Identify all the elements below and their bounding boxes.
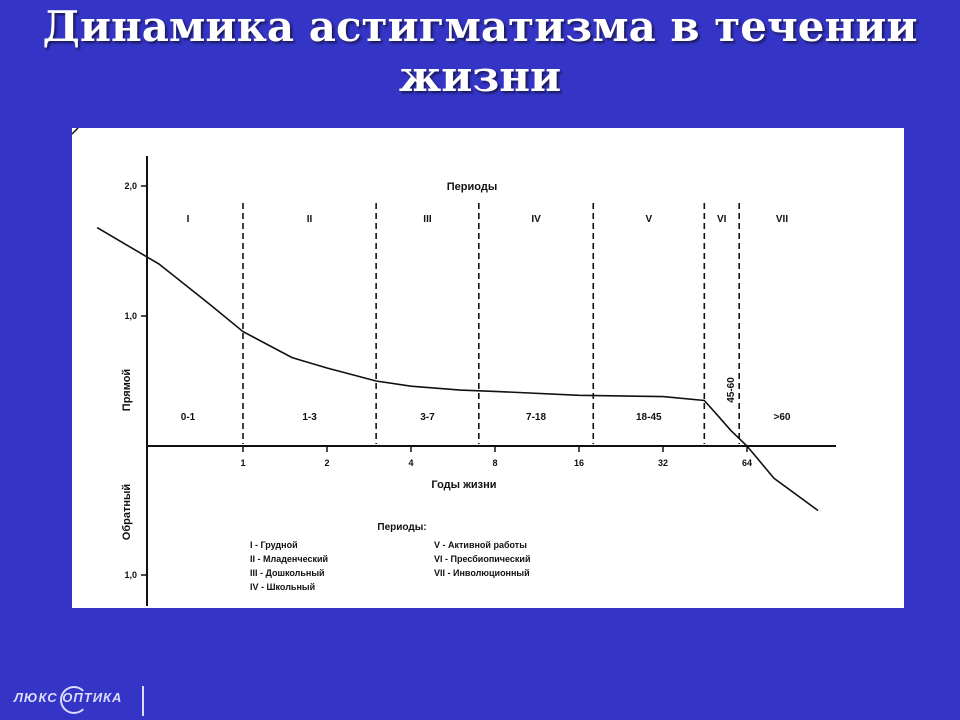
- period-numeral: V: [645, 214, 652, 225]
- logo-circle-icon: [60, 686, 88, 714]
- period-age-range: 0-1: [181, 412, 196, 423]
- x-tick-label: 32: [658, 458, 668, 468]
- legend-heading: Периоды:: [377, 522, 426, 533]
- x-tick-label: 4: [408, 458, 413, 468]
- x-tick-label: 8: [492, 458, 497, 468]
- legend-item: III - Дошкольный: [250, 568, 325, 578]
- logo-divider: [142, 686, 144, 716]
- period-numeral: III: [423, 214, 432, 225]
- slide-title-line-1: Динамика астигматизма в течении: [42, 2, 918, 51]
- y-axis-label-negative: Обратный: [121, 484, 133, 540]
- y-tick-label: 1,0: [124, 570, 137, 580]
- period-numeral: II: [307, 214, 313, 225]
- period-age-range: 18-45: [636, 412, 662, 423]
- period-age-range: 7-18: [526, 412, 546, 423]
- legend-item: II - Младенческий: [250, 554, 328, 564]
- legend-item: VI - Пресбиопический: [434, 554, 531, 564]
- period-age-range: >60: [774, 412, 791, 423]
- periods-header: Периоды: [447, 181, 497, 193]
- slide-title: Динамика астигматизма в течении жизни: [0, 2, 960, 102]
- slide-title-line-2: жизни: [398, 52, 562, 101]
- period-age-range: 3-7: [420, 412, 435, 423]
- x-axis-label: Годы жизни: [431, 479, 496, 491]
- y-tick-label: 1,0: [124, 311, 137, 321]
- period-numeral: IV: [531, 214, 541, 225]
- x-tick-label: 64: [742, 458, 752, 468]
- x-tick-label: 1: [240, 458, 245, 468]
- period-age-range: 1-3: [302, 412, 317, 423]
- legend-item: VII - Инволюционный: [434, 568, 530, 578]
- x-tick-label: 16: [574, 458, 584, 468]
- y-axis-label-positive: Прямой: [121, 369, 133, 411]
- period-age-range-rotated: 45-60: [726, 377, 737, 403]
- astigmatism-curve: [96, 226, 819, 512]
- period-numeral: VI: [717, 214, 727, 225]
- corner-mark: [72, 128, 79, 135]
- period-numeral: I: [187, 214, 190, 225]
- chart-panel: 2,0 1,0 1,0 1 2 4 8 16 32 64 I II III IV V VI VII 0-1 1-3 3…: [72, 128, 904, 608]
- legend-item: I - Грудной: [250, 540, 298, 550]
- period-numeral: VII: [776, 214, 788, 225]
- legend-item: V - Активной работы: [434, 540, 527, 550]
- x-tick-label: 2: [324, 458, 329, 468]
- legend-item: IV - Школьный: [250, 582, 315, 592]
- y-tick-label: 2,0: [124, 181, 137, 191]
- company-logo: ЛЮКС ОПТИКА: [14, 686, 154, 716]
